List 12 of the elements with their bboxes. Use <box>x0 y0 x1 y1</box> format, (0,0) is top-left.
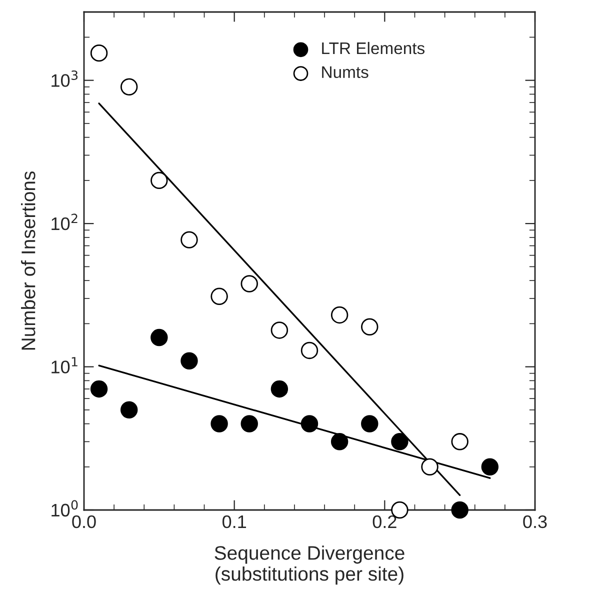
y-tick-label: 10$^{0}$ <box>52 500 78 517</box>
legend-label: LTR Elements <box>322 42 425 54</box>
y-axis-title: Number of Insertions <box>21 171 36 350</box>
x-tick-label: 0.1 <box>222 515 246 528</box>
x-tick-label: 0.0 <box>72 515 96 528</box>
y-tick-label: 10$^{1}$ <box>52 357 78 374</box>
x-tick-label: 0.2 <box>372 515 396 528</box>
y-tick-label: 10$^{3}$ <box>52 70 78 87</box>
legend-label: Numts <box>322 66 368 78</box>
x-axis-title: Sequence Divergence (substitutions per site) <box>214 546 404 585</box>
x-tick-label: 0.3 <box>523 515 547 528</box>
y-tick-label: 10$^{2}$ <box>52 214 78 230</box>
